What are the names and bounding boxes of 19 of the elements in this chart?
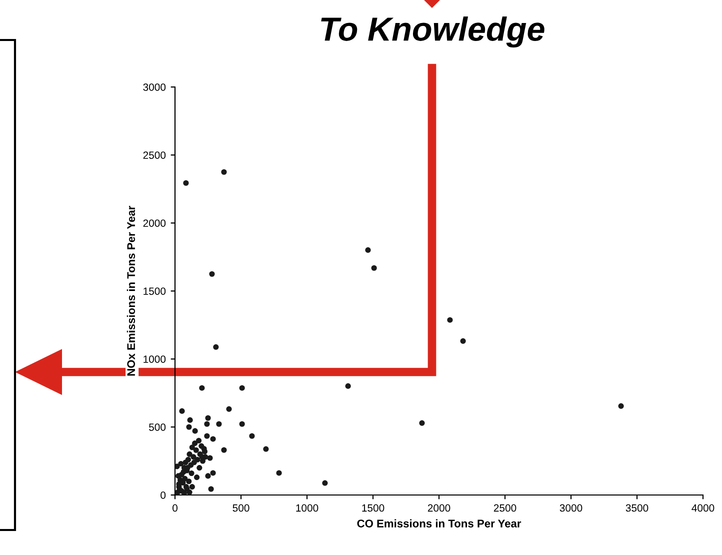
x-tick-label: 0 bbox=[172, 504, 178, 512]
x-tick-label: 1000 bbox=[296, 504, 318, 512]
text: To Knowledge bbox=[321, 16, 544, 48]
x-tick-label: 500 bbox=[232, 504, 250, 512]
y-tick-label: 1000 bbox=[144, 356, 166, 363]
x-tick-label: 1500 bbox=[362, 504, 384, 512]
x-tick-label: 3000 bbox=[560, 504, 582, 512]
y-tick-label: 2500 bbox=[143, 152, 166, 159]
y-axis-title: NOx Emissions in Tons Per Year bbox=[126, 206, 136, 376]
x-tick-label: 3500 bbox=[626, 504, 648, 512]
y-tick-label: 2000 bbox=[143, 220, 166, 227]
x-tick-label: 2000 bbox=[428, 504, 450, 512]
y-tick-label: 500 bbox=[149, 424, 166, 431]
x-axis-title: CO Emissions in Tons Per Year bbox=[357, 519, 522, 528]
x-tick-label: 4000 bbox=[692, 504, 714, 512]
y-tick-label: 1500 bbox=[144, 288, 166, 295]
x-tick-label: 2500 bbox=[494, 504, 516, 512]
y-tick-label: 0 bbox=[160, 492, 166, 499]
y-tick-label: 3000 bbox=[143, 84, 166, 91]
